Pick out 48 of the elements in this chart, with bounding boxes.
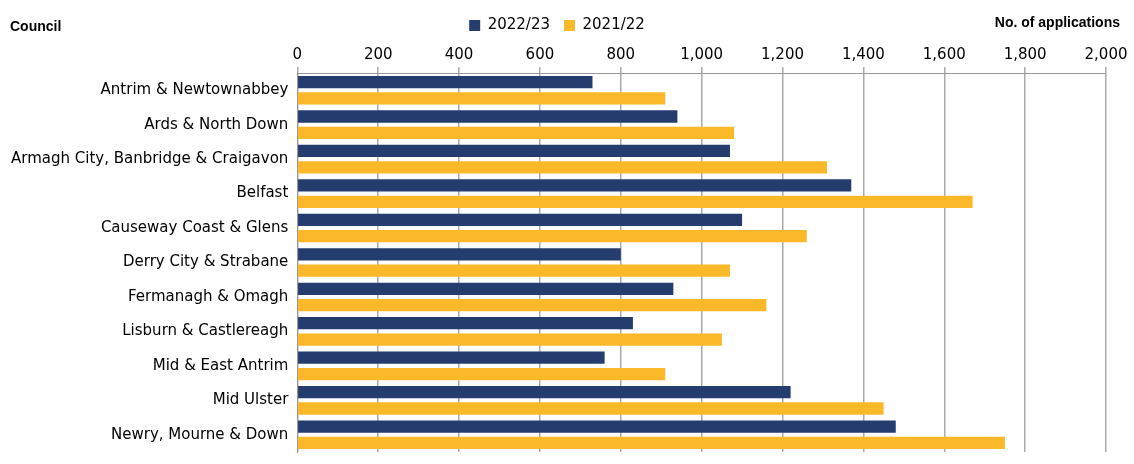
- y-tick-label: Newry, Mourne & Down: [111, 424, 289, 443]
- bar: [298, 110, 678, 123]
- legend-label: 2022/23: [487, 15, 551, 34]
- bar: [298, 213, 743, 226]
- bar: [298, 367, 666, 381]
- x-tick-label: 800: [606, 44, 636, 63]
- bar: [298, 402, 884, 415]
- bar: [298, 92, 666, 105]
- y-tick-label: Mid Ulster: [212, 390, 290, 409]
- y-tick-label: Ards & North Down: [144, 114, 289, 133]
- x-tick-label: 200: [363, 44, 393, 63]
- bar: [298, 264, 730, 277]
- bar: [298, 75, 593, 89]
- bar: [298, 248, 621, 261]
- x-tick-label: 400: [444, 44, 474, 63]
- bar: [298, 317, 633, 330]
- y-tick-label: Armagh City, Banbridge & Craigavon: [11, 149, 289, 168]
- bar: [298, 179, 852, 192]
- x-tick-label: 1,600: [922, 44, 966, 63]
- y-tick-label: Antrim & Newtownabbey: [100, 80, 289, 99]
- y-tick-label: Derry City & Strabane: [122, 252, 289, 271]
- bar: [298, 420, 896, 433]
- bar: [298, 386, 791, 399]
- x-tick-label: 600: [525, 44, 555, 63]
- y-axis-title: Council: [10, 18, 62, 34]
- bar: [298, 126, 735, 139]
- y-tick-label: Fermanagh & Omagh: [127, 286, 289, 305]
- y-tick-label: Causeway Coast & Glens: [100, 217, 289, 236]
- x-tick-label: 1,000: [680, 44, 724, 63]
- y-tick-label: Lisburn & Castlereagh: [122, 321, 289, 340]
- x-axis-title: No. of applications: [994, 14, 1120, 30]
- y-tick-label: Belfast: [236, 183, 289, 202]
- x-tick-label: 0: [292, 44, 303, 63]
- bar: [298, 161, 828, 174]
- x-tick-label: 1,800: [1003, 44, 1047, 63]
- bar: [298, 282, 674, 295]
- bar: [298, 230, 807, 243]
- x-tick-label: 1,400: [841, 44, 885, 63]
- x-tick-label: 2,000: [1084, 44, 1128, 63]
- bar: [298, 299, 767, 312]
- bar: [298, 333, 722, 346]
- bar: [298, 195, 973, 208]
- x-tick-label: 1,200: [761, 44, 805, 63]
- y-tick-label: Mid & East Antrim: [152, 355, 289, 374]
- bar: [298, 436, 1005, 450]
- bar: [298, 144, 730, 158]
- bar: [298, 351, 605, 364]
- legend-label: 2021/22: [582, 15, 645, 34]
